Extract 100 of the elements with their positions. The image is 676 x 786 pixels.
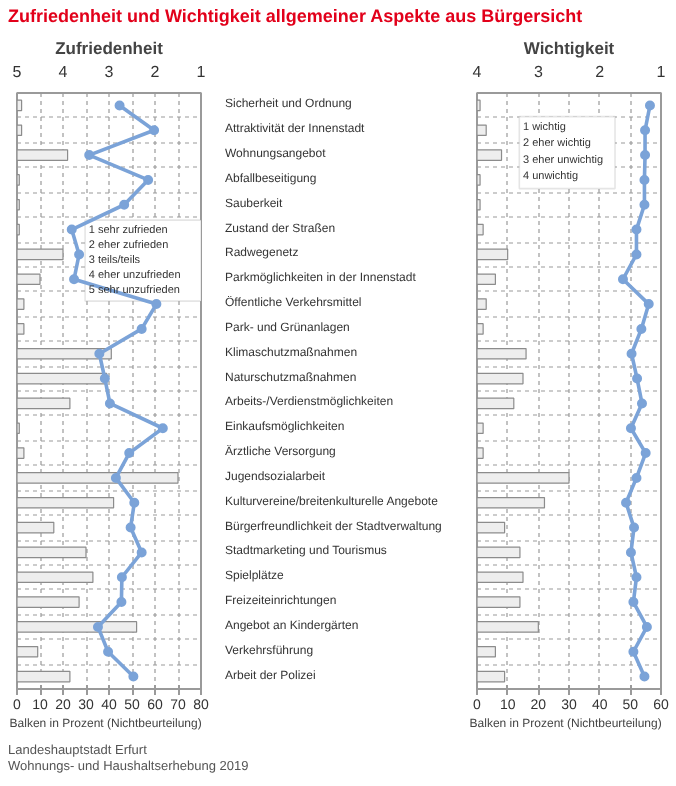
bar (17, 248, 64, 261)
bar (477, 596, 521, 608)
point (631, 472, 642, 483)
point (157, 423, 168, 434)
bar (17, 621, 138, 633)
x2-tick-label: 4 (58, 63, 69, 81)
bar (477, 546, 521, 559)
point (640, 448, 651, 459)
point (631, 224, 642, 235)
point (641, 621, 652, 632)
point (639, 174, 650, 185)
point (74, 249, 85, 260)
bar (477, 372, 524, 385)
bar (17, 472, 179, 484)
point (116, 597, 127, 608)
point (631, 572, 642, 583)
point (640, 150, 651, 161)
bar (17, 496, 115, 509)
bar (477, 521, 506, 534)
point (632, 373, 643, 384)
point (66, 224, 77, 235)
point (628, 646, 639, 657)
bar (17, 149, 69, 161)
bar (17, 521, 55, 534)
bar (17, 273, 41, 286)
point (621, 497, 632, 508)
point (103, 646, 114, 657)
point (69, 274, 80, 285)
bar (17, 397, 71, 410)
bar (477, 149, 503, 161)
point (151, 299, 162, 310)
point (92, 621, 103, 632)
bar (17, 571, 94, 584)
bar (477, 298, 487, 310)
x2-tick-label: 1 (656, 63, 667, 81)
point (628, 597, 639, 608)
x2-tick-label: 4 (472, 63, 483, 81)
bar (477, 273, 496, 286)
bar (17, 323, 25, 335)
point (629, 522, 640, 533)
bar (17, 596, 80, 608)
point (104, 398, 115, 409)
point (116, 572, 127, 583)
point (136, 323, 147, 334)
bar (477, 621, 539, 633)
x2-tick-label: 3 (104, 63, 115, 81)
point (129, 497, 140, 508)
point (125, 522, 136, 533)
point (84, 150, 95, 161)
point (625, 547, 636, 558)
point (114, 100, 125, 111)
x2-tick-label: 3 (533, 63, 544, 81)
bar (477, 124, 487, 137)
bar (17, 298, 25, 310)
bar (477, 472, 570, 484)
bar (477, 447, 484, 459)
bar (477, 347, 527, 360)
point (99, 373, 110, 384)
point (128, 671, 139, 682)
point (643, 299, 654, 310)
text: Zufriedenheit und Wichtigkeit allgemeiner Aspekte aus Bürgersicht (8, 4, 583, 30)
point (644, 100, 655, 111)
bar (17, 99, 23, 112)
point (149, 125, 160, 136)
bar (477, 571, 524, 584)
bar (17, 124, 23, 137)
point (639, 671, 650, 682)
chart-subtitle: Zufriedenheit (55, 38, 164, 58)
bar (477, 670, 506, 683)
bar (477, 397, 515, 410)
bar (477, 496, 546, 509)
point (110, 472, 121, 483)
point (143, 174, 154, 185)
point (617, 274, 628, 285)
x2-tick-label: 2 (595, 63, 606, 81)
x2-tick-label: 1 (196, 63, 207, 81)
point (625, 423, 636, 434)
bar (477, 223, 484, 236)
point (124, 448, 135, 459)
bar (477, 248, 509, 261)
x2-tick-label: 2 (150, 63, 161, 81)
bar (17, 546, 87, 559)
bar (17, 347, 112, 360)
bar (17, 670, 71, 683)
chart-subtitle: Wichtigkeit (523, 38, 615, 58)
x2-tick-label: 5 (12, 63, 23, 81)
point (636, 398, 647, 409)
point (626, 348, 637, 359)
bar (477, 645, 496, 658)
bar (17, 447, 25, 459)
point (119, 199, 130, 210)
point (94, 348, 105, 359)
point (640, 125, 651, 136)
point (136, 547, 147, 558)
point (631, 249, 642, 260)
bar (477, 323, 484, 335)
bar (477, 422, 484, 435)
point (639, 199, 650, 210)
bar (17, 645, 39, 658)
point (636, 323, 647, 334)
